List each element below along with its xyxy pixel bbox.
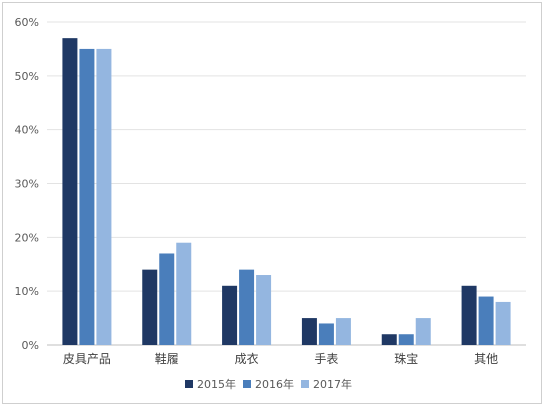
x-tick-label: 其他	[474, 352, 498, 366]
bar-2016年-鞋履	[159, 253, 175, 345]
x-tick-label: 手表	[314, 352, 338, 366]
legend-swatch	[185, 380, 193, 388]
bar-2015年-珠宝	[381, 334, 397, 345]
bar-2016年-手表	[318, 323, 334, 345]
bar-2015年-皮具产品	[62, 38, 78, 346]
bar-2015年-鞋履	[142, 269, 158, 345]
bar-2017年-手表	[335, 318, 351, 345]
legend-label: 2015年	[197, 377, 236, 391]
bar-2016年-其他	[478, 296, 494, 345]
bar-2016年-成衣	[239, 269, 255, 345]
legend-label: 2016年	[255, 377, 294, 391]
y-axis-ticks: 0% 10% 20% 30% 40% 50% 60%	[15, 16, 39, 352]
bar-2017年-皮具产品	[96, 48, 112, 346]
bars	[62, 38, 511, 346]
bar-2017年-珠宝	[415, 318, 431, 345]
bar-2017年-其他	[495, 301, 511, 345]
x-tick-label: 珠宝	[394, 352, 418, 366]
y-tick-label: 60%	[15, 16, 39, 29]
bar-2016年-皮具产品	[79, 48, 95, 346]
bar-2015年-其他	[461, 285, 477, 345]
y-tick-label: 50%	[15, 70, 39, 83]
y-tick-label: 40%	[15, 124, 39, 137]
y-tick-label: 0%	[22, 339, 39, 352]
y-tick-label: 10%	[15, 285, 39, 298]
legend-swatch	[243, 380, 251, 388]
legend: 2015年 2016年 2017年	[185, 377, 352, 391]
x-tick-label: 成衣	[235, 351, 259, 366]
x-axis-ticks: 皮具产品 鞋履 成衣 手表 珠宝 其他	[63, 351, 498, 366]
bar-2015年-成衣	[222, 285, 238, 345]
bar-2017年-鞋履	[176, 242, 192, 345]
gridlines	[47, 21, 526, 346]
legend-swatch	[301, 380, 309, 388]
bar-2015年-手表	[301, 318, 317, 345]
x-tick-label: 皮具产品	[63, 352, 111, 366]
bar-2017年-成衣	[256, 275, 272, 345]
x-tick-label: 鞋履	[155, 351, 179, 366]
y-tick-label: 30%	[15, 178, 39, 191]
legend-label: 2017年	[313, 377, 352, 391]
bar-2016年-珠宝	[398, 334, 414, 345]
y-tick-label: 20%	[15, 231, 39, 244]
